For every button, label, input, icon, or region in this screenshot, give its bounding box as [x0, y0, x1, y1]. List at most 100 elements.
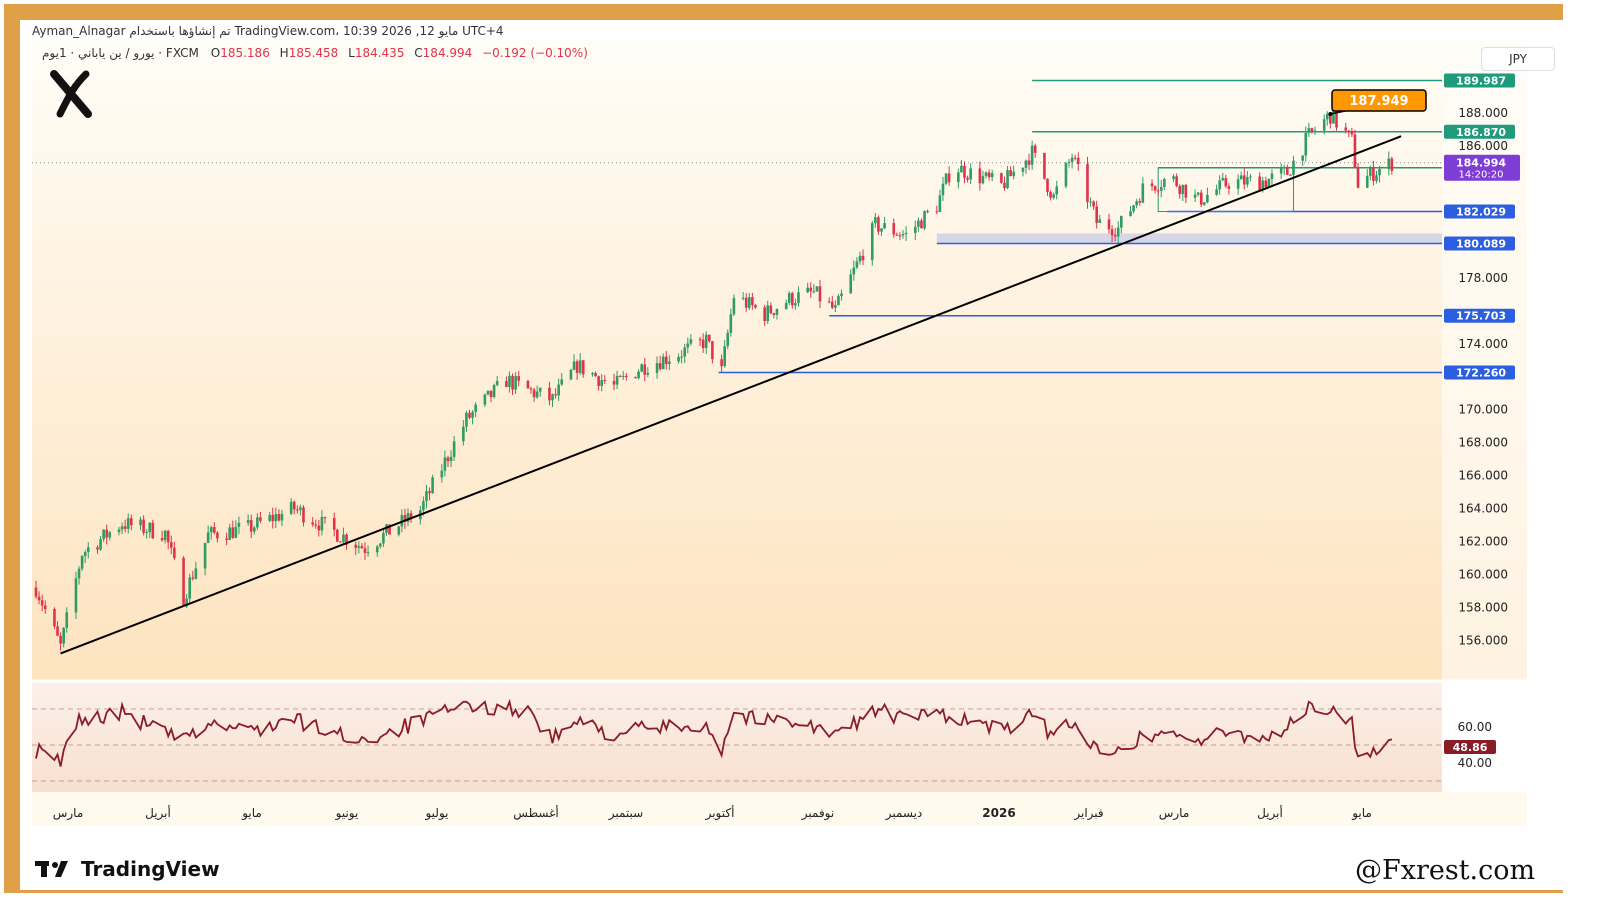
candle-body	[621, 375, 625, 377]
candle-body	[65, 612, 69, 628]
candle-body	[815, 286, 819, 292]
candle-body	[139, 519, 142, 526]
candle-body	[237, 522, 241, 527]
candle-body	[1239, 175, 1243, 180]
currency-button[interactable]: JPY	[1481, 47, 1555, 71]
price-axis[interactable]: 188.000 186.000 178.000 174.000 170.000 168.0…	[1458, 106, 1508, 647]
candle-body	[216, 532, 219, 539]
candle-body	[926, 211, 929, 213]
candle-body	[40, 600, 44, 606]
callout-box	[1331, 89, 1427, 112]
price-tick-label: 166.000	[1458, 469, 1508, 483]
candle-body	[1073, 157, 1077, 159]
candle-body	[320, 516, 324, 531]
candle-body	[1344, 127, 1348, 131]
candle-body	[1304, 132, 1308, 156]
candle-body	[1067, 162, 1071, 164]
candle-body	[1113, 235, 1117, 237]
candle-body	[468, 412, 471, 418]
candle-body	[1030, 145, 1034, 165]
candle-body	[323, 516, 327, 518]
candle-body	[618, 376, 622, 378]
candle-body	[877, 217, 880, 232]
ohlc-close: 184.994	[422, 46, 473, 60]
candle-body	[1322, 119, 1326, 131]
candle-body	[1375, 175, 1378, 181]
candle-body	[231, 527, 235, 538]
candle-body	[1049, 191, 1052, 198]
candle-body	[1218, 180, 1221, 190]
last-price-text: 184.994	[1456, 157, 1506, 170]
candle-body	[591, 373, 594, 375]
candle-body	[126, 518, 130, 529]
candle-body	[160, 538, 164, 541]
price-tick-label: 158.000	[1458, 600, 1508, 614]
candle-body	[1261, 180, 1265, 190]
candle-body	[1184, 184, 1188, 198]
candle-body	[615, 376, 619, 385]
price-tag-text: 172.260	[1456, 366, 1506, 379]
candle-body	[1236, 179, 1240, 189]
time-axis[interactable]: مارس أبريل مايو يونيو يوليو أغسطس سبتمبر أكتوبر…	[53, 805, 1372, 821]
candle-body	[597, 376, 600, 386]
candle-body	[280, 513, 284, 521]
ohlc-low-label: L	[348, 46, 355, 60]
price-tag-text: 189.987	[1456, 74, 1506, 87]
oscillator-line	[35, 698, 1393, 767]
candle-body	[677, 356, 680, 362]
candle-body	[938, 195, 942, 212]
candle-body	[169, 542, 173, 548]
candle-body	[508, 375, 511, 387]
candle-body	[1076, 157, 1080, 164]
candle-body	[548, 387, 551, 401]
candle-body	[575, 361, 579, 373]
price-tags: 189.987186.870184.689182.029180.089175.7…	[1444, 73, 1520, 380]
price-tag-172.260	[1444, 365, 1515, 380]
candle-body	[173, 547, 176, 558]
support-zone	[936, 233, 1442, 244]
oscillator-pane-background	[32, 682, 1442, 792]
trendline-segment	[60, 135, 1402, 655]
candle-body	[963, 165, 966, 178]
time-tick-label: أكتوبر	[705, 805, 735, 821]
candle-body	[102, 529, 105, 540]
candle-body	[1224, 178, 1228, 187]
candle-body	[1092, 201, 1095, 207]
time-tick-label: سبتمبر	[608, 806, 643, 821]
time-tick-label: أبريل	[145, 805, 171, 821]
price-tick-label: 156.000	[1458, 633, 1508, 647]
candle-body	[526, 380, 530, 389]
candle-body	[960, 165, 963, 173]
candle-body	[151, 522, 155, 539]
ohlc-open: 185.186	[220, 46, 270, 60]
candle-body	[142, 519, 145, 533]
candle-body	[1282, 167, 1286, 169]
candle-body	[74, 578, 78, 613]
candle-body	[957, 172, 960, 183]
trendline[interactable]	[60, 135, 1402, 655]
callout-anchor	[1328, 112, 1333, 117]
candle-body	[428, 491, 431, 494]
candle-body	[357, 546, 361, 548]
candle-body	[830, 301, 834, 308]
candle-body	[332, 517, 336, 530]
tradingview-brand[interactable]: TradingView	[35, 857, 220, 881]
candle-body	[256, 517, 259, 528]
candle-body	[403, 515, 407, 522]
candle-body	[166, 530, 170, 543]
candle-body	[1159, 186, 1163, 191]
candle-body	[96, 547, 99, 550]
candle-body	[1116, 227, 1120, 237]
candle-body	[43, 605, 47, 610]
candle-body	[336, 529, 339, 542]
candle-body	[634, 377, 637, 379]
candle-body	[655, 363, 659, 373]
price-tick-label: 186.000	[1458, 139, 1508, 153]
candle-body	[880, 228, 883, 232]
candle-body	[1199, 192, 1203, 205]
oscillator-tick-label: 60.00	[1458, 720, 1492, 734]
candle-body	[406, 513, 410, 522]
ohlc-high: 185.458	[288, 46, 339, 60]
candle-body	[252, 527, 256, 532]
